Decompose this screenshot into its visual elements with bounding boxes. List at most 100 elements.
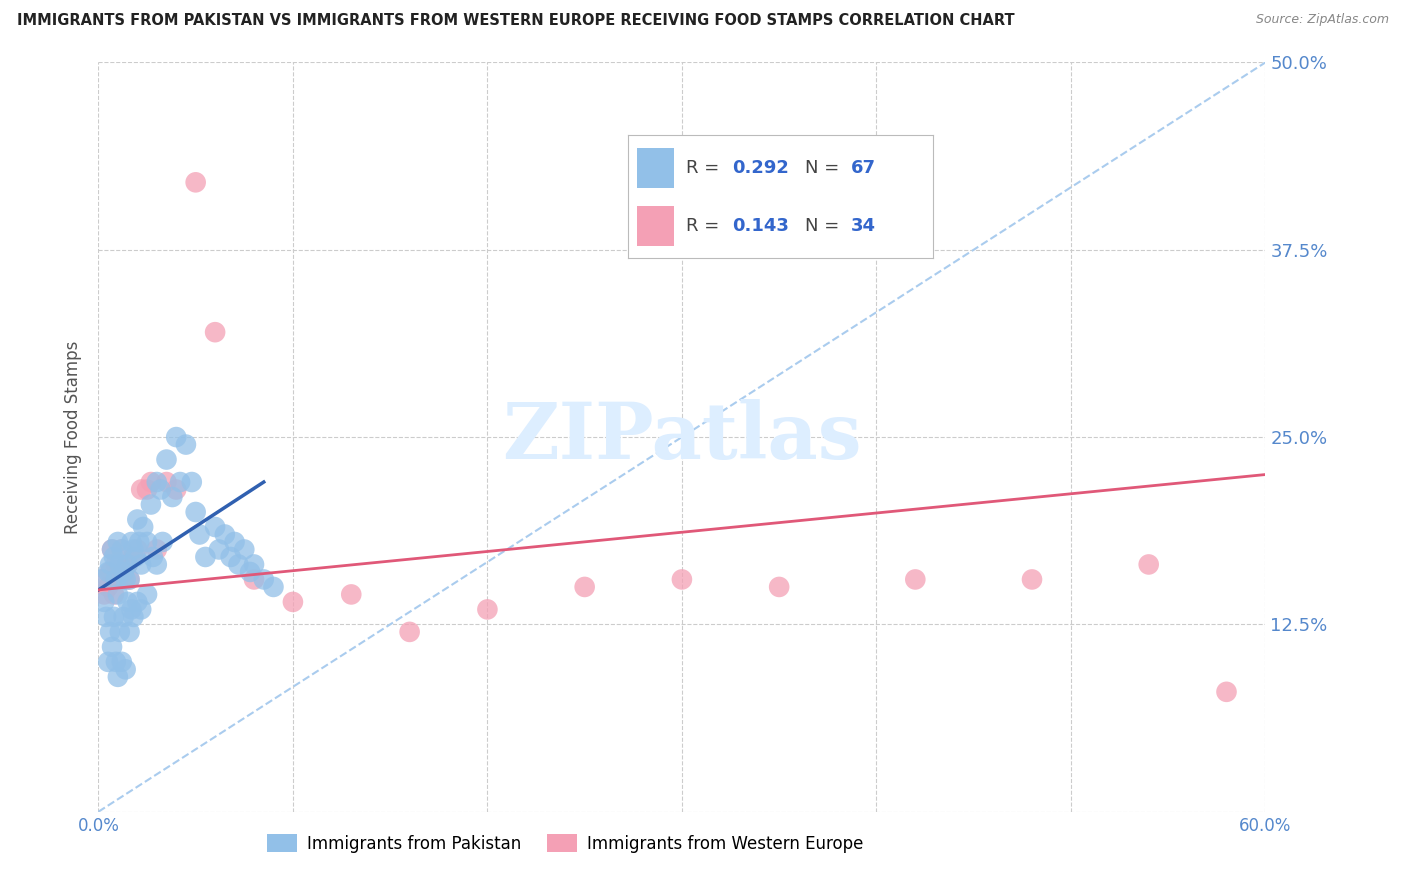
Point: [127, 542, 149, 557]
Point: [243, 558, 266, 572]
Point: [103, 610, 125, 624]
Point: [122, 549, 145, 564]
Point: [112, 573, 135, 587]
Point: [91, 573, 114, 587]
Point: [111, 542, 134, 557]
Point: [122, 542, 145, 557]
Point: [101, 542, 124, 557]
Point: [219, 549, 242, 564]
Text: 0.143: 0.143: [731, 217, 789, 235]
Point: [139, 498, 162, 512]
Point: [98, 558, 121, 572]
Text: ZIPatlas: ZIPatlas: [502, 399, 862, 475]
Point: [398, 624, 420, 639]
Point: [146, 475, 169, 489]
Point: [281, 595, 304, 609]
Point: [162, 490, 184, 504]
Point: [114, 662, 136, 676]
Point: [574, 580, 596, 594]
Point: [180, 475, 202, 489]
Point: [155, 452, 177, 467]
Point: [136, 535, 159, 549]
Point: [98, 624, 121, 639]
Point: [91, 573, 114, 587]
Point: [1021, 573, 1043, 587]
Text: N =: N =: [804, 217, 845, 235]
Point: [104, 655, 127, 669]
Point: [97, 580, 120, 594]
Point: [204, 325, 226, 339]
Point: [253, 573, 276, 587]
Point: [340, 587, 363, 601]
Text: 34: 34: [851, 217, 876, 235]
Point: [184, 175, 207, 189]
Text: 0.292: 0.292: [731, 159, 789, 177]
Point: [146, 542, 169, 557]
Point: [122, 610, 145, 624]
Point: [104, 558, 127, 572]
Point: [107, 670, 129, 684]
Point: [127, 512, 149, 526]
Point: [107, 535, 129, 549]
Point: [112, 565, 135, 579]
Point: [117, 595, 139, 609]
Point: [233, 542, 256, 557]
Point: [142, 549, 165, 564]
Point: [1215, 685, 1237, 699]
Point: [228, 558, 250, 572]
Point: [96, 610, 118, 624]
Point: [208, 542, 231, 557]
Text: R =: R =: [686, 217, 725, 235]
Bar: [637, 206, 673, 246]
Point: [111, 542, 134, 557]
Point: [93, 587, 115, 601]
Point: [194, 549, 217, 564]
Point: [132, 520, 155, 534]
Point: [118, 573, 141, 587]
Point: [101, 640, 124, 654]
Point: [768, 580, 790, 594]
Point: [139, 475, 162, 489]
Point: [129, 602, 152, 616]
Point: [108, 558, 131, 572]
Point: [127, 595, 149, 609]
Point: [118, 624, 141, 639]
Point: [188, 527, 211, 541]
Point: [129, 483, 152, 497]
Point: [117, 558, 139, 572]
Point: [152, 535, 174, 549]
Point: [149, 483, 172, 497]
Text: R =: R =: [686, 159, 725, 177]
Point: [118, 573, 141, 587]
Point: [239, 565, 262, 579]
Point: [103, 587, 125, 601]
Point: [224, 535, 246, 549]
Bar: [637, 148, 673, 187]
Point: [136, 587, 159, 601]
Point: [97, 655, 120, 669]
Point: [1137, 558, 1160, 572]
Point: [204, 520, 226, 534]
Text: Source: ZipAtlas.com: Source: ZipAtlas.com: [1256, 13, 1389, 27]
Text: N =: N =: [804, 159, 845, 177]
Point: [671, 573, 693, 587]
Point: [103, 549, 125, 564]
Point: [121, 602, 143, 616]
Y-axis label: Receiving Food Stamps: Receiving Food Stamps: [65, 341, 83, 533]
Point: [121, 535, 143, 549]
Point: [108, 624, 131, 639]
Point: [117, 558, 139, 572]
Point: [262, 580, 284, 594]
Point: [129, 558, 152, 572]
Point: [107, 573, 129, 587]
Point: [155, 475, 177, 489]
Point: [243, 573, 266, 587]
Point: [136, 483, 159, 497]
Point: [114, 573, 136, 587]
Point: [112, 610, 135, 624]
Point: [174, 437, 197, 451]
Legend: Immigrants from Pakistan, Immigrants from Western Europe: Immigrants from Pakistan, Immigrants fro…: [260, 828, 870, 860]
Point: [165, 430, 187, 444]
Point: [169, 475, 191, 489]
Point: [214, 527, 236, 541]
